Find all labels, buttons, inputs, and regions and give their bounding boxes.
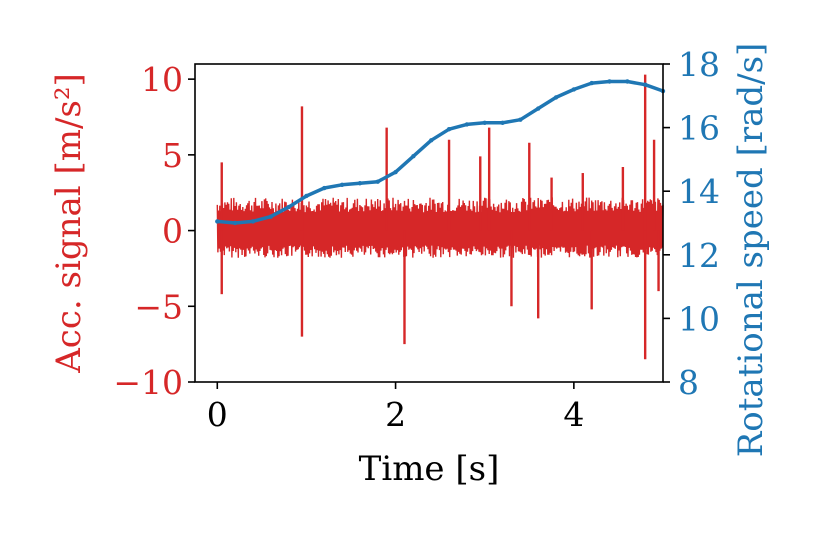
- speed-point: [500, 120, 505, 126]
- y-right-axis-label: Rotational speed [rad/s]: [731, 43, 771, 458]
- y-right-ticks: 18 16 14 12 10 8: [663, 45, 720, 402]
- speed-point: [411, 154, 416, 159]
- y-left-tick-label: 0: [162, 212, 183, 251]
- speed-point: [464, 122, 470, 127]
- x-ticks: 0 2 4: [207, 382, 584, 434]
- speed-point: [482, 120, 487, 126]
- speed-point: [553, 95, 559, 100]
- x-tick-label: 0: [207, 395, 228, 434]
- speed-point: [642, 82, 648, 87]
- speed-point: [232, 220, 238, 226]
- speed-point: [571, 87, 577, 92]
- speed-point: [607, 79, 612, 84]
- speed-point: [518, 117, 523, 122]
- speed-point: [304, 193, 309, 199]
- speed-point: [339, 182, 345, 188]
- speed-point: [250, 219, 256, 224]
- speed-point: [286, 204, 291, 210]
- speed-point: [375, 179, 380, 184]
- y-right-tick-label: 10: [678, 299, 720, 338]
- speed-point: [215, 219, 220, 224]
- y-right-tick-label: 14: [678, 172, 720, 211]
- x-tick-label: 2: [385, 395, 406, 434]
- y-left-tick-label: −5: [134, 287, 183, 326]
- speed-point: [446, 126, 452, 132]
- speed-line: [217, 79, 664, 225]
- y-left-axis-label: Acc. signal [m/s²]: [49, 73, 89, 374]
- acc-signal-series: [216, 74, 664, 360]
- y-left-tick-label: 10: [141, 60, 183, 99]
- y-left-tick-label: 5: [162, 136, 183, 175]
- speed-point: [268, 214, 273, 219]
- x-axis-label: Time [s]: [359, 449, 500, 489]
- acc-noise-line: [216, 197, 664, 258]
- speed-point: [429, 138, 434, 143]
- x-tick-label: 4: [563, 395, 584, 434]
- plot-frame: [194, 63, 664, 383]
- speed-point: [322, 185, 327, 191]
- y-right-tick-label: 16: [678, 109, 720, 148]
- y-right-tick-label: 8: [678, 363, 699, 402]
- speed-point: [393, 169, 398, 175]
- y-left-tick-label: −10: [113, 363, 183, 402]
- speed-point: [357, 181, 363, 186]
- rotational-speed-series: [215, 79, 666, 226]
- y-right-tick-label: 18: [678, 45, 720, 84]
- y-left-ticks: 10 5 0 −5 −10: [113, 60, 195, 402]
- speed-point: [536, 106, 541, 111]
- speed-point: [625, 79, 630, 84]
- y-right-tick-label: 12: [678, 236, 720, 275]
- speed-point: [589, 80, 594, 86]
